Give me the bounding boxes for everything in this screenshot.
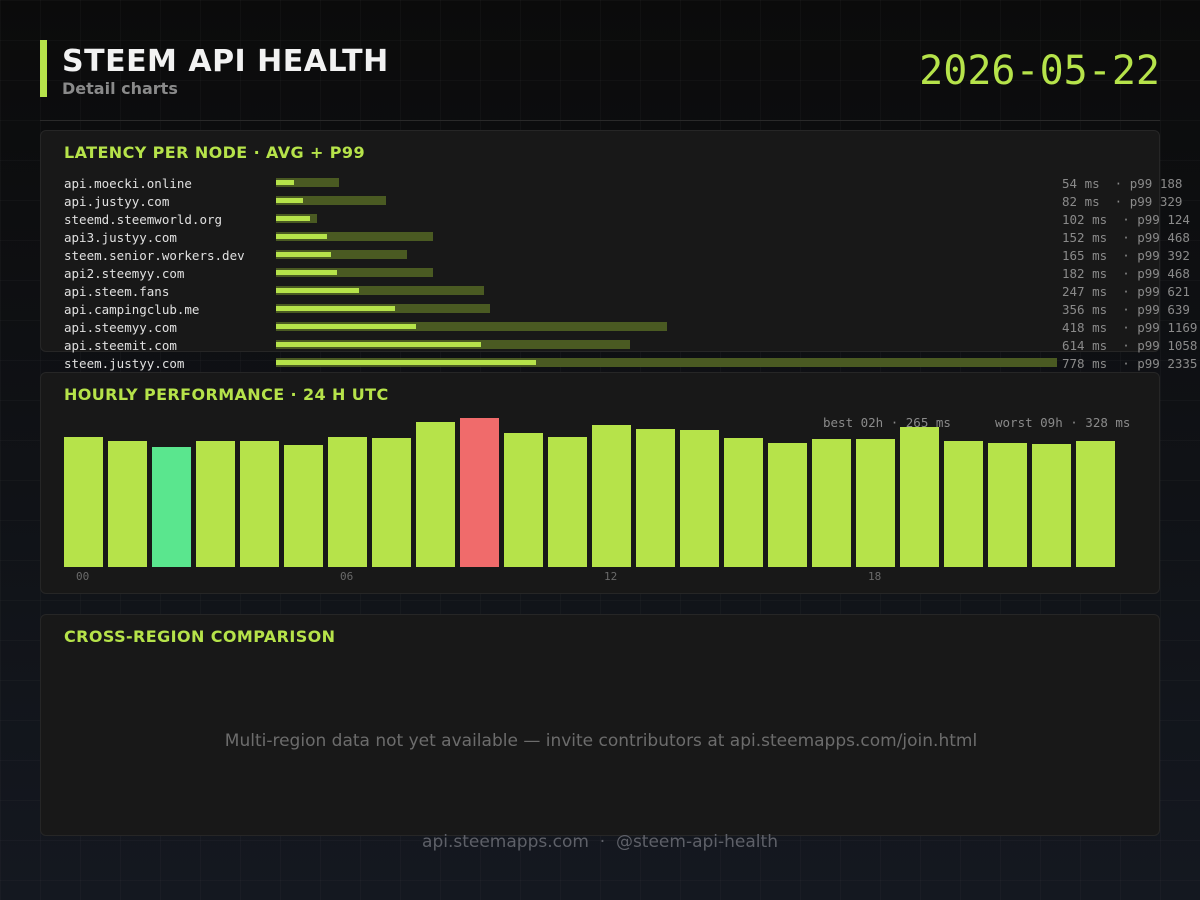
- hour-bar: [548, 437, 587, 567]
- hour-bar: [768, 442, 807, 567]
- report-date: 2026-05-22: [919, 48, 1160, 94]
- latency-avg-bar: [276, 360, 537, 365]
- hour-bar: [724, 437, 763, 567]
- hour-bar: [812, 438, 851, 567]
- latency-panel-title: LATENCY PER NODE · AVG + P99: [64, 143, 365, 162]
- latency-node-label: api3.justyy.com: [64, 230, 177, 245]
- latency-p99-bar: [276, 232, 433, 241]
- latency-avg-bar: [276, 306, 396, 311]
- hour-bar: [988, 442, 1027, 567]
- region-panel: CROSS-REGION COMPARISON Multi-region dat…: [40, 614, 1160, 836]
- latency-node-label: api.steem.fans: [64, 284, 170, 299]
- hour-bar: [196, 441, 235, 567]
- header-divider: [40, 120, 1160, 121]
- footer: api.steemapps.com · @steem-api-health: [422, 832, 778, 852]
- latency-avg-bar: [276, 270, 337, 275]
- latency-node-label: api.campingclub.me: [64, 302, 200, 317]
- hour-bar: [328, 437, 367, 567]
- latency-avg-bar: [276, 198, 304, 203]
- latency-node-label: api.justyy.com: [64, 194, 170, 209]
- hour-tick-label: 00: [76, 570, 90, 583]
- hour-bar: [460, 418, 499, 567]
- latency-node-label: steem.senior.workers.dev: [64, 248, 245, 263]
- region-panel-title: CROSS-REGION COMPARISON: [64, 627, 336, 646]
- latency-node-label: steem.justyy.com: [64, 356, 185, 371]
- latency-value-label: 182 ms · p99 468: [1062, 266, 1190, 281]
- latency-node-label: api.moecki.online: [64, 176, 192, 191]
- latency-row: steem.senior.workers.dev 165 ms · p99 392: [64, 246, 1200, 264]
- latency-p99-bar: [276, 196, 387, 205]
- hourly-panel-title: HOURLY PERFORMANCE · 24 H UTC: [64, 385, 389, 404]
- latency-avg-bar: [276, 342, 482, 347]
- hour-bar: [856, 438, 895, 567]
- latency-p99-bar: [276, 322, 667, 331]
- hour-bar: [900, 427, 939, 567]
- latency-avg-bar: [276, 180, 295, 185]
- latency-p99-bar: [276, 358, 1057, 367]
- latency-p99-bar: [276, 178, 339, 187]
- latency-value-label: 356 ms · p99 639: [1062, 302, 1190, 317]
- hour-bar: [680, 430, 719, 567]
- hour-bar: [636, 429, 675, 567]
- latency-row: steem.justyy.com 778 ms · p99 2335: [64, 354, 1200, 372]
- hour-tick-label: 06: [340, 570, 354, 583]
- latency-avg-bar: [276, 216, 311, 221]
- hour-bar: [592, 425, 631, 567]
- latency-row: api.steemyy.com 418 ms · p99 1169: [64, 318, 1200, 336]
- latency-avg-bar: [276, 288, 359, 293]
- latency-value-label: 152 ms · p99 468: [1062, 230, 1190, 245]
- page-title: STEEM API HEALTH: [62, 44, 389, 79]
- hour-bar: [1076, 441, 1115, 567]
- hour-bar: [108, 441, 147, 567]
- latency-row: api3.justyy.com 152 ms · p99 468: [64, 228, 1200, 246]
- latency-row: api.moecki.online 54 ms · p99 188: [64, 174, 1200, 192]
- page-subtitle: Detail charts: [62, 79, 178, 98]
- latency-row: api.campingclub.me 356 ms · p99 639: [64, 300, 1200, 318]
- latency-p99-bar: [276, 250, 408, 259]
- hour-bar: [1032, 443, 1071, 567]
- latency-value-label: 418 ms · p99 1169: [1062, 320, 1198, 335]
- latency-avg-bar: [276, 252, 332, 257]
- latency-value-label: 54 ms · p99 188: [1062, 176, 1183, 191]
- hour-bar: [152, 446, 191, 567]
- hour-bar: [372, 437, 411, 567]
- hour-bar: [504, 432, 543, 567]
- hour-bar: [240, 441, 279, 567]
- latency-avg-bar: [276, 234, 327, 239]
- latency-p99-bar: [276, 286, 484, 295]
- latency-value-label: 82 ms · p99 329: [1062, 194, 1183, 209]
- hour-bar: [284, 445, 323, 567]
- latency-p99-bar: [276, 268, 433, 277]
- latency-node-label: api.steemit.com: [64, 338, 177, 353]
- header-accent-bar: [40, 40, 47, 97]
- hour-bar: [64, 437, 103, 567]
- latency-value-label: 778 ms · p99 2335: [1062, 356, 1198, 371]
- latency-row: api.steemit.com 614 ms · p99 1058: [64, 336, 1200, 354]
- hour-bar: [944, 441, 983, 567]
- hour-tick-label: 18: [868, 570, 882, 583]
- latency-row: api.steem.fans 247 ms · p99 621: [64, 282, 1200, 300]
- hour-bar: [416, 422, 455, 567]
- latency-value-label: 614 ms · p99 1058: [1062, 338, 1198, 353]
- best-hour-label: best 02h · 265 ms: [823, 415, 951, 430]
- latency-row: api.justyy.com 82 ms · p99 329: [64, 192, 1200, 210]
- hour-tick-label: 12: [604, 570, 618, 583]
- latency-node-label: api2.steemyy.com: [64, 266, 185, 281]
- worst-hour-label: worst 09h · 328 ms: [995, 415, 1131, 430]
- latency-row: api2.steemyy.com 182 ms · p99 468: [64, 264, 1200, 282]
- latency-avg-bar: [276, 324, 416, 329]
- latency-value-label: 102 ms · p99 124: [1062, 212, 1190, 227]
- region-empty-message: Multi-region data not yet available — in…: [224, 731, 978, 751]
- latency-node-label: steemd.steemworld.org: [64, 212, 223, 227]
- latency-panel: LATENCY PER NODE · AVG + P99: [40, 130, 1160, 352]
- latency-node-label: api.steemyy.com: [64, 320, 177, 335]
- hourly-panel: HOURLY PERFORMANCE · 24 H UTC best 02h ·…: [40, 372, 1160, 594]
- latency-value-label: 165 ms · p99 392: [1062, 248, 1190, 263]
- page-header: STEEM API HEALTH Detail charts 2026-05-2…: [40, 40, 1160, 100]
- latency-value-label: 247 ms · p99 621: [1062, 284, 1190, 299]
- latency-row: steemd.steemworld.org 102 ms · p99 124: [64, 210, 1200, 228]
